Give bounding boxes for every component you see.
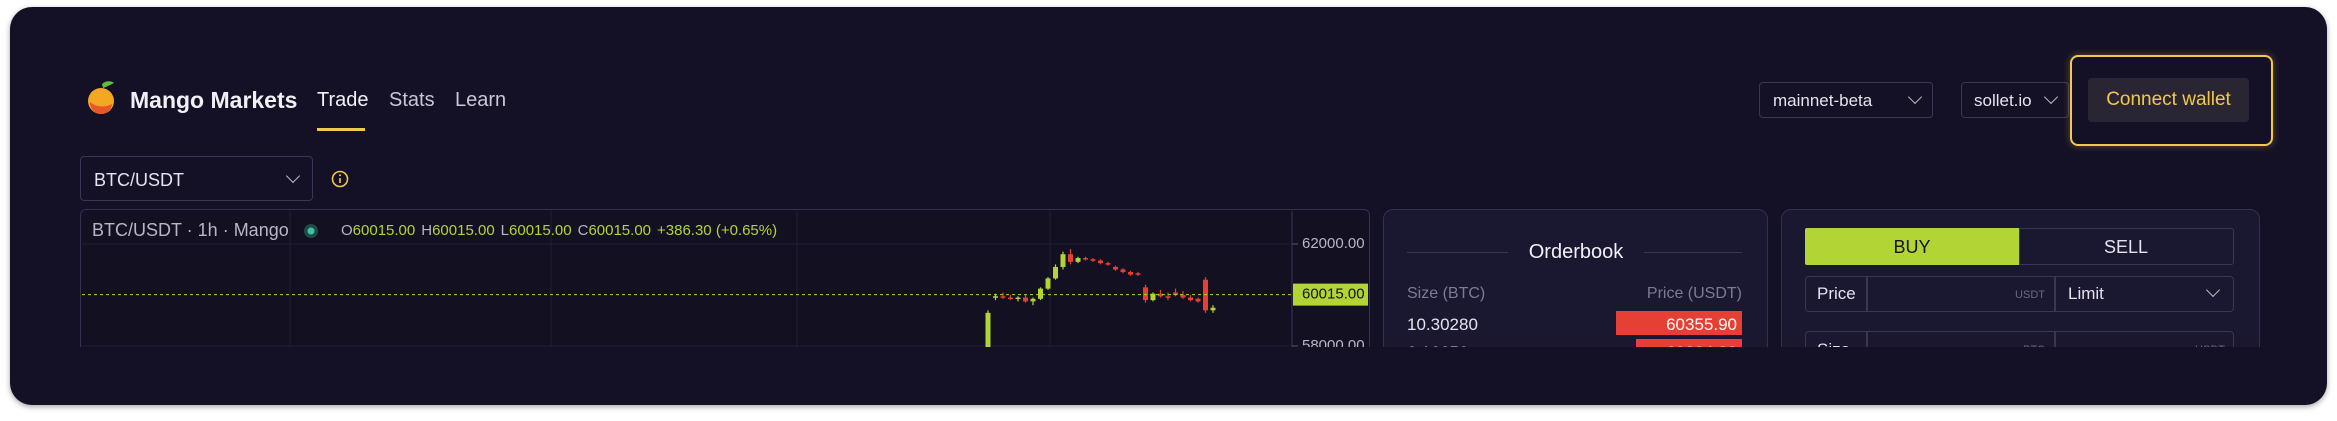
size-unit: BTC [1990, 345, 2045, 348]
buy-tab[interactable]: BUY [1805, 228, 2019, 265]
size-row [1805, 331, 2234, 347]
brand: Mango Markets [130, 87, 298, 113]
divider [2054, 276, 2056, 312]
candle-body [1135, 273, 1141, 275]
candle-body [1000, 296, 1006, 298]
candle-body [1150, 293, 1156, 301]
chart-panel [80, 209, 1370, 347]
chart: BTC/USDT · 1h · Mango O60015.00 H60015.00… [82, 211, 1368, 347]
sell-tab[interactable]: SELL [2019, 228, 2234, 265]
nav-underline [317, 128, 365, 131]
legend-value: 60015.00 [588, 222, 651, 239]
logo [88, 81, 114, 115]
divider [2054, 331, 2056, 347]
candle-body [1008, 297, 1013, 300]
price-label: Price [1817, 284, 1856, 303]
nav-link[interactable]: Stats [389, 89, 435, 111]
depth-bar [1616, 311, 1742, 335]
y-tick-label: 62000.00 [1302, 235, 1365, 252]
last-price-label: 60015.00 [1302, 286, 1365, 303]
connect-button[interactable]: Connect wallet [2088, 78, 2249, 122]
legend-key: O [341, 222, 353, 239]
size-label: Size [1817, 341, 1850, 347]
ohlc-legend: O60015.00 H60015.00 L60015.00 C60015.00 +386… [341, 222, 777, 239]
candle-body [1188, 297, 1193, 301]
column-header: Size (BTC) [1407, 285, 1486, 302]
candle-body [1045, 278, 1051, 289]
connect-outline [2070, 55, 2273, 146]
candle-body [1143, 287, 1148, 301]
legend-change: +386.30 (+0.65%) [657, 222, 777, 239]
order-price: 60355.90 [1666, 315, 1737, 334]
candle-body [1128, 272, 1133, 275]
legend-key: C [578, 222, 589, 239]
content-clip: BTC/USDT · 1h · Mango O60015.00 H60015.00… [80, 209, 2260, 348]
legend-value: 60015.00 [432, 222, 495, 239]
order-price: 60304.30 [1600, 344, 1737, 347]
candle-body [1180, 295, 1186, 298]
price-row [1805, 276, 2234, 312]
candle-body [1120, 269, 1126, 273]
depth-bar [1636, 339, 1742, 347]
column-header: Price (USDT) [1646, 285, 1742, 302]
order-size: 10.30280 [1407, 315, 1478, 334]
nav-link[interactable]: Learn [455, 89, 507, 111]
candle-body [1038, 288, 1043, 299]
price-unit: USDT [2015, 289, 2045, 301]
candle-body [993, 296, 998, 298]
candle-body [1053, 266, 1058, 279]
status-dot [307, 227, 315, 235]
order-size: 6.16650 [1407, 344, 1468, 347]
legend-value: 60015.00 [353, 222, 416, 239]
wallet-select[interactable]: sollet.io [1961, 82, 2069, 118]
candle-body [1030, 298, 1036, 302]
candle-body [1165, 296, 1171, 298]
candle-body [1060, 254, 1066, 267]
candle-body [1083, 258, 1088, 260]
buy-label: BUY [1893, 237, 1931, 257]
candle-body [1158, 293, 1163, 297]
candle-body [1173, 292, 1178, 295]
nav-link[interactable]: Trade [317, 89, 369, 111]
last-price-tag [1293, 283, 1368, 306]
wallet-label: sollet.io [1974, 91, 2032, 110]
chart-title: BTC/USDT · 1h · Mango [92, 220, 289, 240]
order-type[interactable]: Limit [2068, 284, 2104, 303]
candle-body [1068, 254, 1073, 262]
sell-label: SELL [2103, 237, 2149, 257]
candle-body [1098, 260, 1103, 264]
candle-body [1210, 307, 1216, 311]
connect-label: Connect wallet [2106, 89, 2231, 110]
legend-key: L [501, 222, 509, 239]
market-select[interactable]: BTC/USDT [80, 156, 313, 201]
divider [1407, 252, 1508, 253]
candle-body [1023, 297, 1028, 302]
divider [1644, 252, 1742, 253]
candle-body [1113, 266, 1118, 270]
candle-body [1195, 298, 1201, 302]
total-unit: USDT [2170, 345, 2225, 348]
divider [1866, 276, 1868, 312]
network-select[interactable]: mainnet-beta [1759, 82, 1933, 118]
candle-body [1090, 259, 1096, 261]
candle-body [1075, 258, 1081, 262]
orderbook-title: Orderbook [1528, 241, 1624, 263]
legend-value: 60015.00 [509, 222, 572, 239]
y-tick-label: 58000.00 [1302, 337, 1365, 347]
info-icon[interactable] [331, 170, 349, 188]
legend-key: H [421, 222, 432, 239]
network-label: mainnet-beta [1773, 91, 1873, 110]
candle-body [1015, 297, 1021, 300]
divider [1866, 331, 1868, 347]
candle-body [1105, 263, 1111, 265]
market-label: BTC/USDT [94, 170, 184, 190]
candle-body [985, 312, 991, 347]
